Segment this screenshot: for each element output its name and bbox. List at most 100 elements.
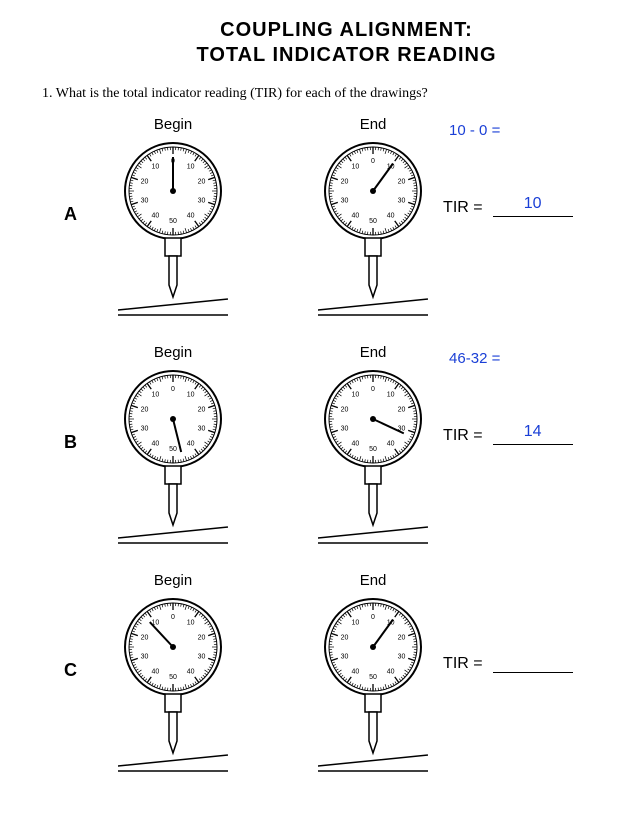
problem-row: B Begin 0 10 20 30 40 50 40 30 20 10 End 0 10 20 30 4… bbox=[64, 344, 609, 572]
svg-text:30: 30 bbox=[141, 653, 149, 660]
svg-text:40: 40 bbox=[187, 440, 195, 447]
gauge-end: 0102030405040302010 bbox=[318, 367, 428, 547]
row-letter: B bbox=[64, 344, 103, 453]
tir-line: TIR = 14 bbox=[443, 424, 609, 445]
gauge-end-block: End 0102030405040302010 bbox=[303, 344, 443, 547]
gauge-begin: 0 10 20 30 40 50 40 30 20 10 bbox=[118, 367, 228, 547]
end-heading: End bbox=[303, 116, 443, 133]
title-line-1: COUPLING ALIGNMENT: bbox=[220, 19, 473, 41]
end-heading: End bbox=[303, 344, 443, 361]
tir-label: TIR = bbox=[443, 199, 483, 217]
svg-text:30: 30 bbox=[198, 653, 206, 660]
answer-block: 46-32 = TIR = 14 bbox=[443, 344, 609, 445]
begin-heading: Begin bbox=[103, 344, 243, 361]
svg-text:20: 20 bbox=[141, 407, 149, 414]
svg-text:10: 10 bbox=[152, 392, 160, 399]
gauge-pair: Begin 0102030405040302010 End 0102030405… bbox=[103, 572, 443, 775]
svg-text:20: 20 bbox=[398, 635, 406, 642]
svg-text:10: 10 bbox=[352, 620, 360, 627]
svg-text:40: 40 bbox=[152, 440, 160, 447]
svg-text:40: 40 bbox=[187, 212, 195, 219]
svg-text:30: 30 bbox=[198, 197, 206, 204]
svg-text:50: 50 bbox=[169, 446, 177, 453]
svg-text:0: 0 bbox=[371, 386, 375, 393]
svg-text:40: 40 bbox=[152, 668, 160, 675]
svg-text:20: 20 bbox=[341, 635, 349, 642]
svg-text:10: 10 bbox=[152, 164, 160, 171]
gauge-end: 0102030405040302010 bbox=[318, 595, 428, 775]
svg-text:20: 20 bbox=[398, 179, 406, 186]
svg-text:10: 10 bbox=[352, 392, 360, 399]
begin-heading: Begin bbox=[103, 116, 243, 133]
svg-text:30: 30 bbox=[198, 425, 206, 432]
begin-heading: Begin bbox=[103, 572, 243, 589]
gauge-end: 0102030405040302010 bbox=[318, 139, 428, 319]
gauge-begin: 0102030405040302010 bbox=[118, 595, 228, 775]
svg-text:40: 40 bbox=[387, 668, 395, 675]
svg-text:10: 10 bbox=[352, 164, 360, 171]
calc-handwriting: 46-32 = bbox=[443, 350, 609, 370]
svg-text:10: 10 bbox=[187, 620, 195, 627]
svg-text:30: 30 bbox=[341, 197, 349, 204]
gauge-begin-block: Begin 0 10 20 30 40 50 40 30 20 10 bbox=[103, 344, 243, 547]
svg-text:0: 0 bbox=[371, 158, 375, 165]
tir-label: TIR = bbox=[443, 655, 483, 673]
svg-text:40: 40 bbox=[352, 440, 360, 447]
svg-text:20: 20 bbox=[141, 179, 149, 186]
end-heading: End bbox=[303, 572, 443, 589]
svg-text:10: 10 bbox=[387, 392, 395, 399]
svg-text:50: 50 bbox=[369, 446, 377, 453]
svg-text:40: 40 bbox=[187, 668, 195, 675]
svg-text:50: 50 bbox=[169, 218, 177, 225]
tir-line: TIR = 10 bbox=[443, 196, 609, 217]
calc-handwriting: 10 - 0 = bbox=[443, 122, 609, 142]
svg-text:40: 40 bbox=[387, 440, 395, 447]
svg-text:40: 40 bbox=[387, 212, 395, 219]
svg-text:0: 0 bbox=[171, 614, 175, 621]
svg-text:30: 30 bbox=[398, 653, 406, 660]
svg-text:20: 20 bbox=[198, 407, 206, 414]
calc-handwriting bbox=[443, 578, 609, 598]
title-line-2: TOTAL INDICATOR READING bbox=[196, 44, 496, 66]
svg-text:20: 20 bbox=[398, 407, 406, 414]
svg-text:0: 0 bbox=[371, 614, 375, 621]
svg-text:20: 20 bbox=[141, 635, 149, 642]
gauge-begin-block: Begin 0102030405040302010 bbox=[103, 572, 243, 775]
rows-container: A Begin 0 10 20 30 40 50 40 30 20 10 End 0 10 20 30 4… bbox=[24, 116, 609, 800]
answer-block: TIR = bbox=[443, 572, 609, 673]
tir-answer-blank[interactable]: 14 bbox=[493, 424, 573, 445]
svg-text:30: 30 bbox=[141, 425, 149, 432]
row-letter: A bbox=[64, 116, 103, 225]
svg-text:40: 40 bbox=[152, 212, 160, 219]
row-letter: C bbox=[64, 572, 103, 681]
svg-text:0: 0 bbox=[171, 386, 175, 393]
gauge-end-block: End 0102030405040302010 bbox=[303, 116, 443, 319]
svg-text:20: 20 bbox=[198, 635, 206, 642]
gauge-end-block: End 0102030405040302010 bbox=[303, 572, 443, 775]
gauge-pair: Begin 0 10 20 30 40 50 40 30 20 10 End 0 10 20 30 40 5… bbox=[103, 344, 443, 547]
gauge-begin-block: Begin 0102030405040302010 bbox=[103, 116, 243, 319]
svg-text:30: 30 bbox=[398, 197, 406, 204]
tir-line: TIR = bbox=[443, 652, 609, 673]
page-title: COUPLING ALIGNMENT: TOTAL INDICATOR READ… bbox=[24, 18, 609, 68]
svg-text:20: 20 bbox=[341, 407, 349, 414]
svg-text:50: 50 bbox=[369, 218, 377, 225]
svg-text:40: 40 bbox=[352, 212, 360, 219]
svg-text:10: 10 bbox=[187, 392, 195, 399]
problem-row: C Begin 0102030405040302010 End 01020304… bbox=[64, 572, 609, 800]
tir-label: TIR = bbox=[443, 427, 483, 445]
tir-answer-blank[interactable] bbox=[493, 652, 573, 673]
tir-answer-blank[interactable]: 10 bbox=[493, 196, 573, 217]
svg-text:30: 30 bbox=[341, 653, 349, 660]
svg-text:10: 10 bbox=[187, 164, 195, 171]
answer-block: 10 - 0 = TIR = 10 bbox=[443, 116, 609, 217]
svg-text:50: 50 bbox=[369, 674, 377, 681]
svg-text:30: 30 bbox=[341, 425, 349, 432]
gauge-begin: 0102030405040302010 bbox=[118, 139, 228, 319]
svg-text:20: 20 bbox=[198, 179, 206, 186]
svg-text:30: 30 bbox=[141, 197, 149, 204]
page: COUPLING ALIGNMENT: TOTAL INDICATOR READ… bbox=[0, 0, 633, 840]
svg-text:40: 40 bbox=[352, 668, 360, 675]
problem-row: A Begin 0102030405040302010 End 01020304… bbox=[64, 116, 609, 344]
question-text: 1. What is the total indicator reading (… bbox=[42, 86, 609, 102]
